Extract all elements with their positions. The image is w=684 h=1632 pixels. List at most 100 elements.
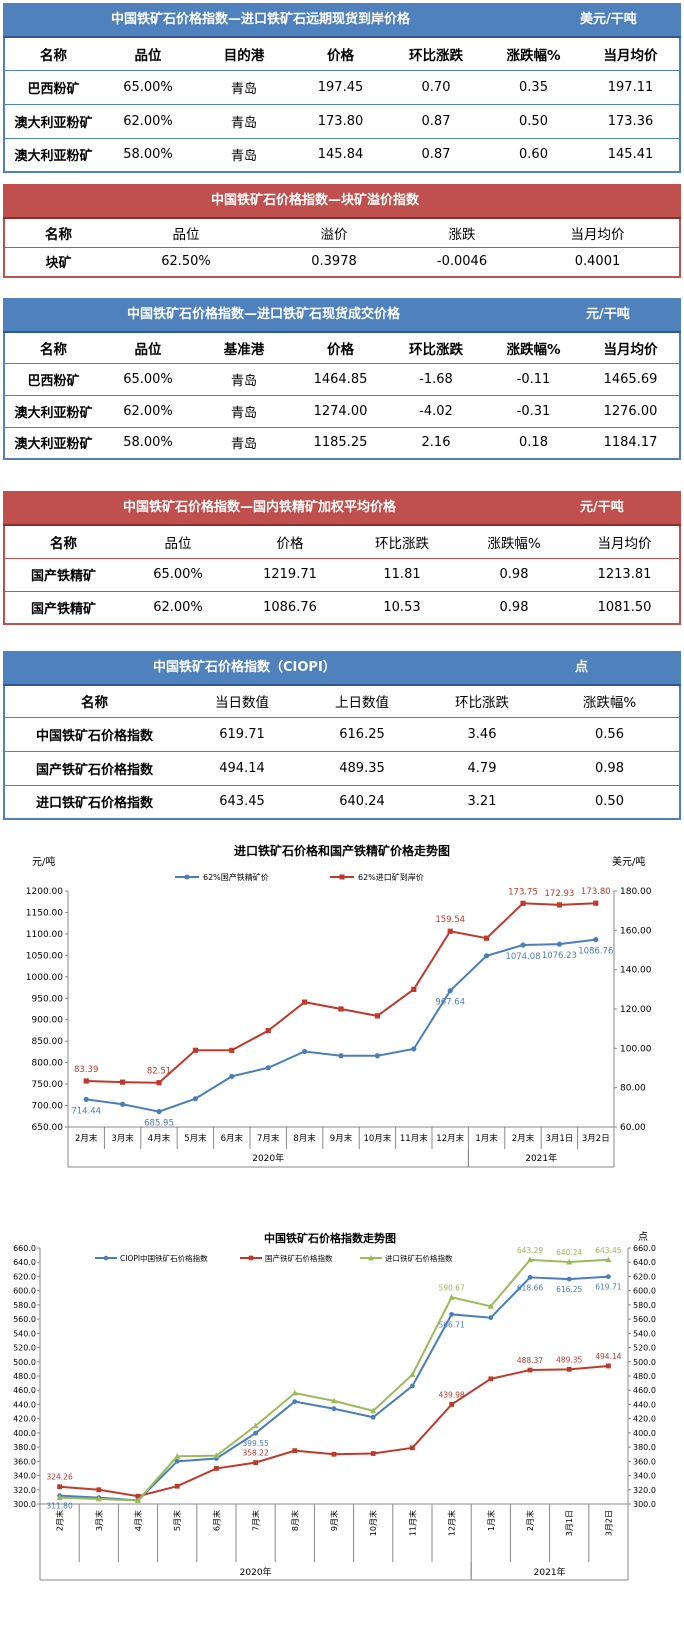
- data-label: 494.14: [595, 1352, 621, 1361]
- unit-label: 元/干吨: [580, 500, 624, 515]
- category-label: 2月末: [525, 1510, 535, 1531]
- cell: 0.3978: [260, 247, 408, 278]
- category-label: 2月末: [75, 1133, 98, 1144]
- table-row: 澳大利亚粉矿 58.00% 青岛 1185.25 2.16 0.18 1184.…: [4, 427, 680, 460]
- left-tick-label: 950.00: [32, 994, 64, 1004]
- col-header: 环比涨跌: [424, 686, 540, 718]
- chart-title: 中国铁矿石价格指数走势图: [264, 1231, 396, 1245]
- col-header: 名称: [4, 526, 122, 559]
- data-point: [291, 1389, 298, 1396]
- table-domestic-concentrate: 中国铁矿石价格指数—国内铁精矿加权平均价格 元/干吨 名称 品位 价格 环比涨跌…: [3, 491, 681, 625]
- data-point: [156, 1080, 162, 1086]
- data-point: [370, 1451, 376, 1456]
- table-lump-premium: 中国铁矿石价格指数—块矿溢价指数 名称 品位 溢价 涨跌 当月均价 块矿 62.…: [3, 184, 681, 278]
- data-point: [253, 1430, 258, 1436]
- legend-label: CIOPI中国铁矿石价格指数: [120, 1253, 208, 1263]
- legend-marker: [368, 1255, 374, 1261]
- data-label: 685.95: [144, 1119, 174, 1129]
- right-tick-label: 560.0: [633, 1315, 656, 1324]
- cell: 0.60: [485, 138, 582, 173]
- cell: -0.0046: [408, 247, 516, 278]
- right-axis-unit: 点: [638, 1231, 648, 1243]
- row-name: 澳大利亚粉矿: [4, 138, 102, 173]
- right-tick-label: 180.00: [620, 887, 652, 897]
- cell: 3.46: [424, 717, 540, 752]
- col-header: 品位: [112, 219, 260, 248]
- left-tick-label: 700.00: [32, 1102, 64, 1112]
- row-name: 国产铁精矿: [4, 591, 122, 625]
- data-point: [606, 1274, 611, 1280]
- chart-title: 进口铁矿石价格和国产铁精矿价格走势图: [234, 843, 450, 858]
- legend-label: 国产铁矿石价格指数: [265, 1253, 333, 1263]
- right-tick-label: 360.0: [633, 1457, 656, 1466]
- left-tick-label: 640.0: [13, 1258, 36, 1267]
- cell: 青岛: [194, 427, 294, 460]
- data-label: 1076.23: [542, 951, 577, 961]
- cell: 640.24: [300, 785, 424, 820]
- data-label: 439.98: [438, 1390, 464, 1399]
- cell: -4.02: [387, 395, 485, 428]
- data-label: 173.75: [508, 887, 538, 897]
- section-header: 中国铁矿石价格指数—进口铁矿石远期现货到岸价格 美元/干吨: [3, 3, 681, 38]
- col-header: 当日数值: [184, 686, 300, 718]
- data-point: [192, 1096, 198, 1102]
- col-header: 目的港: [194, 38, 294, 71]
- data-point: [174, 1453, 181, 1459]
- data-point: [593, 936, 599, 943]
- data-point: [411, 1046, 417, 1052]
- data-point: [593, 900, 599, 906]
- data-point: [331, 1406, 337, 1412]
- table-row: 澳大利亚粉矿 62.00% 青岛 173.80 0.87 0.50 173.36: [4, 104, 680, 139]
- cell: 青岛: [194, 138, 294, 173]
- data-point: [410, 1383, 415, 1389]
- data-point: [57, 1484, 62, 1490]
- data-label: 311.80: [46, 1502, 72, 1511]
- col-header: 价格: [294, 38, 387, 71]
- data-label: 399.55: [242, 1439, 268, 1448]
- table-row: 块矿 62.50% 0.3978 -0.0046 0.4001: [4, 247, 680, 278]
- category-label: 3月末: [111, 1133, 134, 1144]
- col-header: 涨跌幅%: [485, 38, 582, 71]
- data-label: 1074.08: [505, 952, 540, 962]
- left-tick-label: 560.0: [13, 1315, 36, 1324]
- data-point: [374, 1013, 380, 1019]
- category-label: 11月末: [407, 1510, 417, 1536]
- data-point: [213, 1452, 220, 1459]
- right-tick-label: 500.0: [633, 1358, 656, 1367]
- col-header: 价格: [294, 333, 387, 364]
- section-title: 中国铁矿石价格指数（CIOPI）: [153, 660, 336, 675]
- row-name: 澳大利亚粉矿: [4, 395, 102, 428]
- cell: 616.25: [300, 717, 424, 752]
- data-point: [410, 1445, 415, 1451]
- left-tick-label: 320.0: [13, 1486, 36, 1495]
- cell: 0.18: [485, 427, 582, 460]
- cell: 10.53: [346, 591, 458, 625]
- category-label: 8月末: [293, 1133, 316, 1144]
- right-tick-label: 380.0: [633, 1443, 656, 1452]
- right-tick-label: 320.0: [633, 1486, 656, 1495]
- cell: 197.45: [294, 70, 387, 105]
- data-point: [338, 1053, 344, 1059]
- table-row: 国产铁矿石价格指数 494.14 489.35 4.79 0.98: [4, 751, 680, 786]
- legend-marker: [248, 1255, 254, 1261]
- col-header: 涨跌幅%: [540, 686, 680, 718]
- category-label: 12月末: [447, 1510, 457, 1536]
- cell: 173.36: [582, 104, 680, 139]
- row-name: 巴西粉矿: [4, 363, 102, 396]
- category-label: 5月末: [172, 1510, 182, 1531]
- unit-label: 元/干吨: [586, 307, 630, 322]
- row-name: 澳大利亚粉矿: [4, 104, 102, 139]
- legend-marker: [103, 1255, 109, 1261]
- table-import-forward-price: 中国铁矿石价格指数—进口铁矿石远期现货到岸价格 美元/干吨 名称 品位 目的港 …: [3, 3, 681, 173]
- data-point: [449, 1311, 454, 1317]
- left-tick-label: 600.0: [13, 1287, 36, 1296]
- data-point: [120, 1101, 126, 1107]
- table-header-row: 名称 当日数值 上日数值 环比涨跌 涨跌幅%: [4, 686, 680, 718]
- data-label: 488.37: [517, 1356, 543, 1365]
- right-tick-label: 640.0: [633, 1258, 656, 1267]
- data-point: [229, 1073, 235, 1079]
- right-tick-label: 120.00: [620, 1005, 652, 1015]
- data-point: [331, 1451, 337, 1457]
- cell: 65.00%: [102, 363, 194, 396]
